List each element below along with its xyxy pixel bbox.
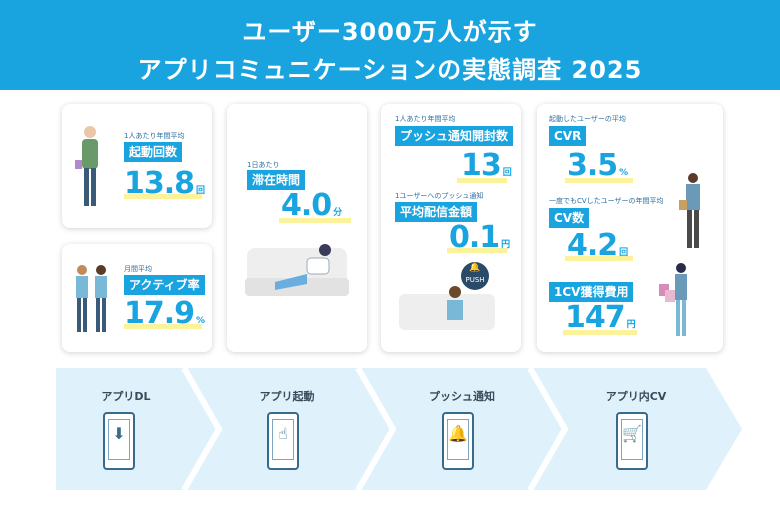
launches-caption: 1人あたり年間平均	[124, 132, 185, 140]
push-badge: 🔔 PUSH	[461, 262, 489, 290]
flow-step-label-4: アプリ内CV	[605, 390, 667, 403]
push-open-caption: 1人あたり年間平均	[395, 115, 456, 123]
push-open-label: プッシュ通知開封数	[395, 126, 514, 146]
phone-download: ⬇	[103, 412, 135, 470]
cvr-label: CVR	[549, 126, 587, 146]
active-underline	[124, 324, 202, 329]
cvr-value: 3.5%	[567, 148, 629, 183]
launches-label: 起動回数	[124, 142, 183, 162]
cv-count-underline	[565, 256, 633, 261]
couch-user-illustration-icon	[399, 286, 495, 330]
push-cost-label: 平均配信金額	[395, 202, 478, 222]
phone-push: 🔔	[442, 412, 474, 470]
flow-step-label-1: アプリDL	[101, 390, 151, 403]
shopper-illustration-icon	[679, 173, 700, 248]
conversion-card: 起動したユーザーの平均 CVR 3.5% 一度でもCVしたユーザーの年間平均 C…	[537, 104, 723, 352]
cpa-value: 147 円	[565, 300, 636, 335]
stay-caption: 1日あたり	[247, 161, 280, 169]
stay-label: 滞在時間	[247, 170, 306, 190]
download-icon: ⬇	[112, 424, 126, 443]
launches-value: 13.8 回	[124, 166, 206, 201]
push-cost-underline	[447, 248, 507, 253]
stay-underline	[279, 218, 351, 223]
title-line-2: アプリコミュニケーションの実態調査 2025	[137, 56, 643, 84]
cvr-underline	[565, 178, 633, 183]
phone-cv: 🛒	[616, 412, 648, 470]
title-line-1: ユーザー3000万人が示す	[242, 18, 538, 46]
flow-step-label-2: アプリ起動	[259, 390, 315, 403]
push-cost-caption: 1ユーザーへのプッシュ通知	[395, 192, 484, 200]
active-label: アクティブ率	[124, 275, 205, 295]
push-open-value: 13 回	[461, 148, 512, 183]
person-illustration-icon	[75, 126, 98, 206]
launches-underline	[124, 194, 202, 199]
cpa-label: 1CV獲得費用	[549, 282, 634, 302]
active-rate-card: 月間平均 アクティブ率 17.9%	[62, 244, 212, 352]
stay-value: 4.0 分	[281, 188, 343, 223]
flow-step-label-3: プッシュ通知	[429, 390, 495, 403]
cv-count-caption: 一度でもCVしたユーザーの年間平均	[549, 197, 664, 205]
stay-time-card: 1日あたり 滞在時間 4.0 分	[227, 104, 367, 352]
push-open-underline	[457, 178, 507, 183]
header-banner: ユーザー3000万人が示す アプリコミュニケーションの実態調査 2025	[0, 0, 780, 90]
phone-launch: ☝	[267, 412, 299, 470]
push-cost-value: 0.1 円	[449, 220, 511, 255]
cv-count-value: 4.2 回	[567, 228, 629, 263]
push-card: 1人あたり年間平均 プッシュ通知開封数 13 回 1ユーザーへのプッシュ通知 平均…	[381, 104, 521, 352]
bags-shopper-illustration-icon	[659, 263, 687, 336]
bell-icon: 🔔	[469, 263, 481, 273]
cart-icon: 🛒	[622, 424, 642, 443]
tap-icon: ☝	[278, 424, 288, 443]
active-caption: 月間平均	[124, 265, 152, 273]
people-illustration-icon	[76, 265, 107, 332]
sofa-illustration-icon	[245, 244, 349, 296]
cv-count-label: CV数	[549, 208, 590, 228]
journey-flow: アプリDL ⬇ アプリ起動 ☝ プッシュ通知 🔔 アプリ内CV 🛒	[56, 368, 746, 490]
cvr-caption: 起動したユーザーの平均	[549, 115, 626, 123]
active-value: 17.9%	[124, 296, 206, 331]
launches-card: 1人あたり年間平均 起動回数 13.8 回	[62, 104, 212, 228]
cpa-underline	[563, 330, 637, 335]
bell-icon: 🔔	[448, 424, 468, 443]
